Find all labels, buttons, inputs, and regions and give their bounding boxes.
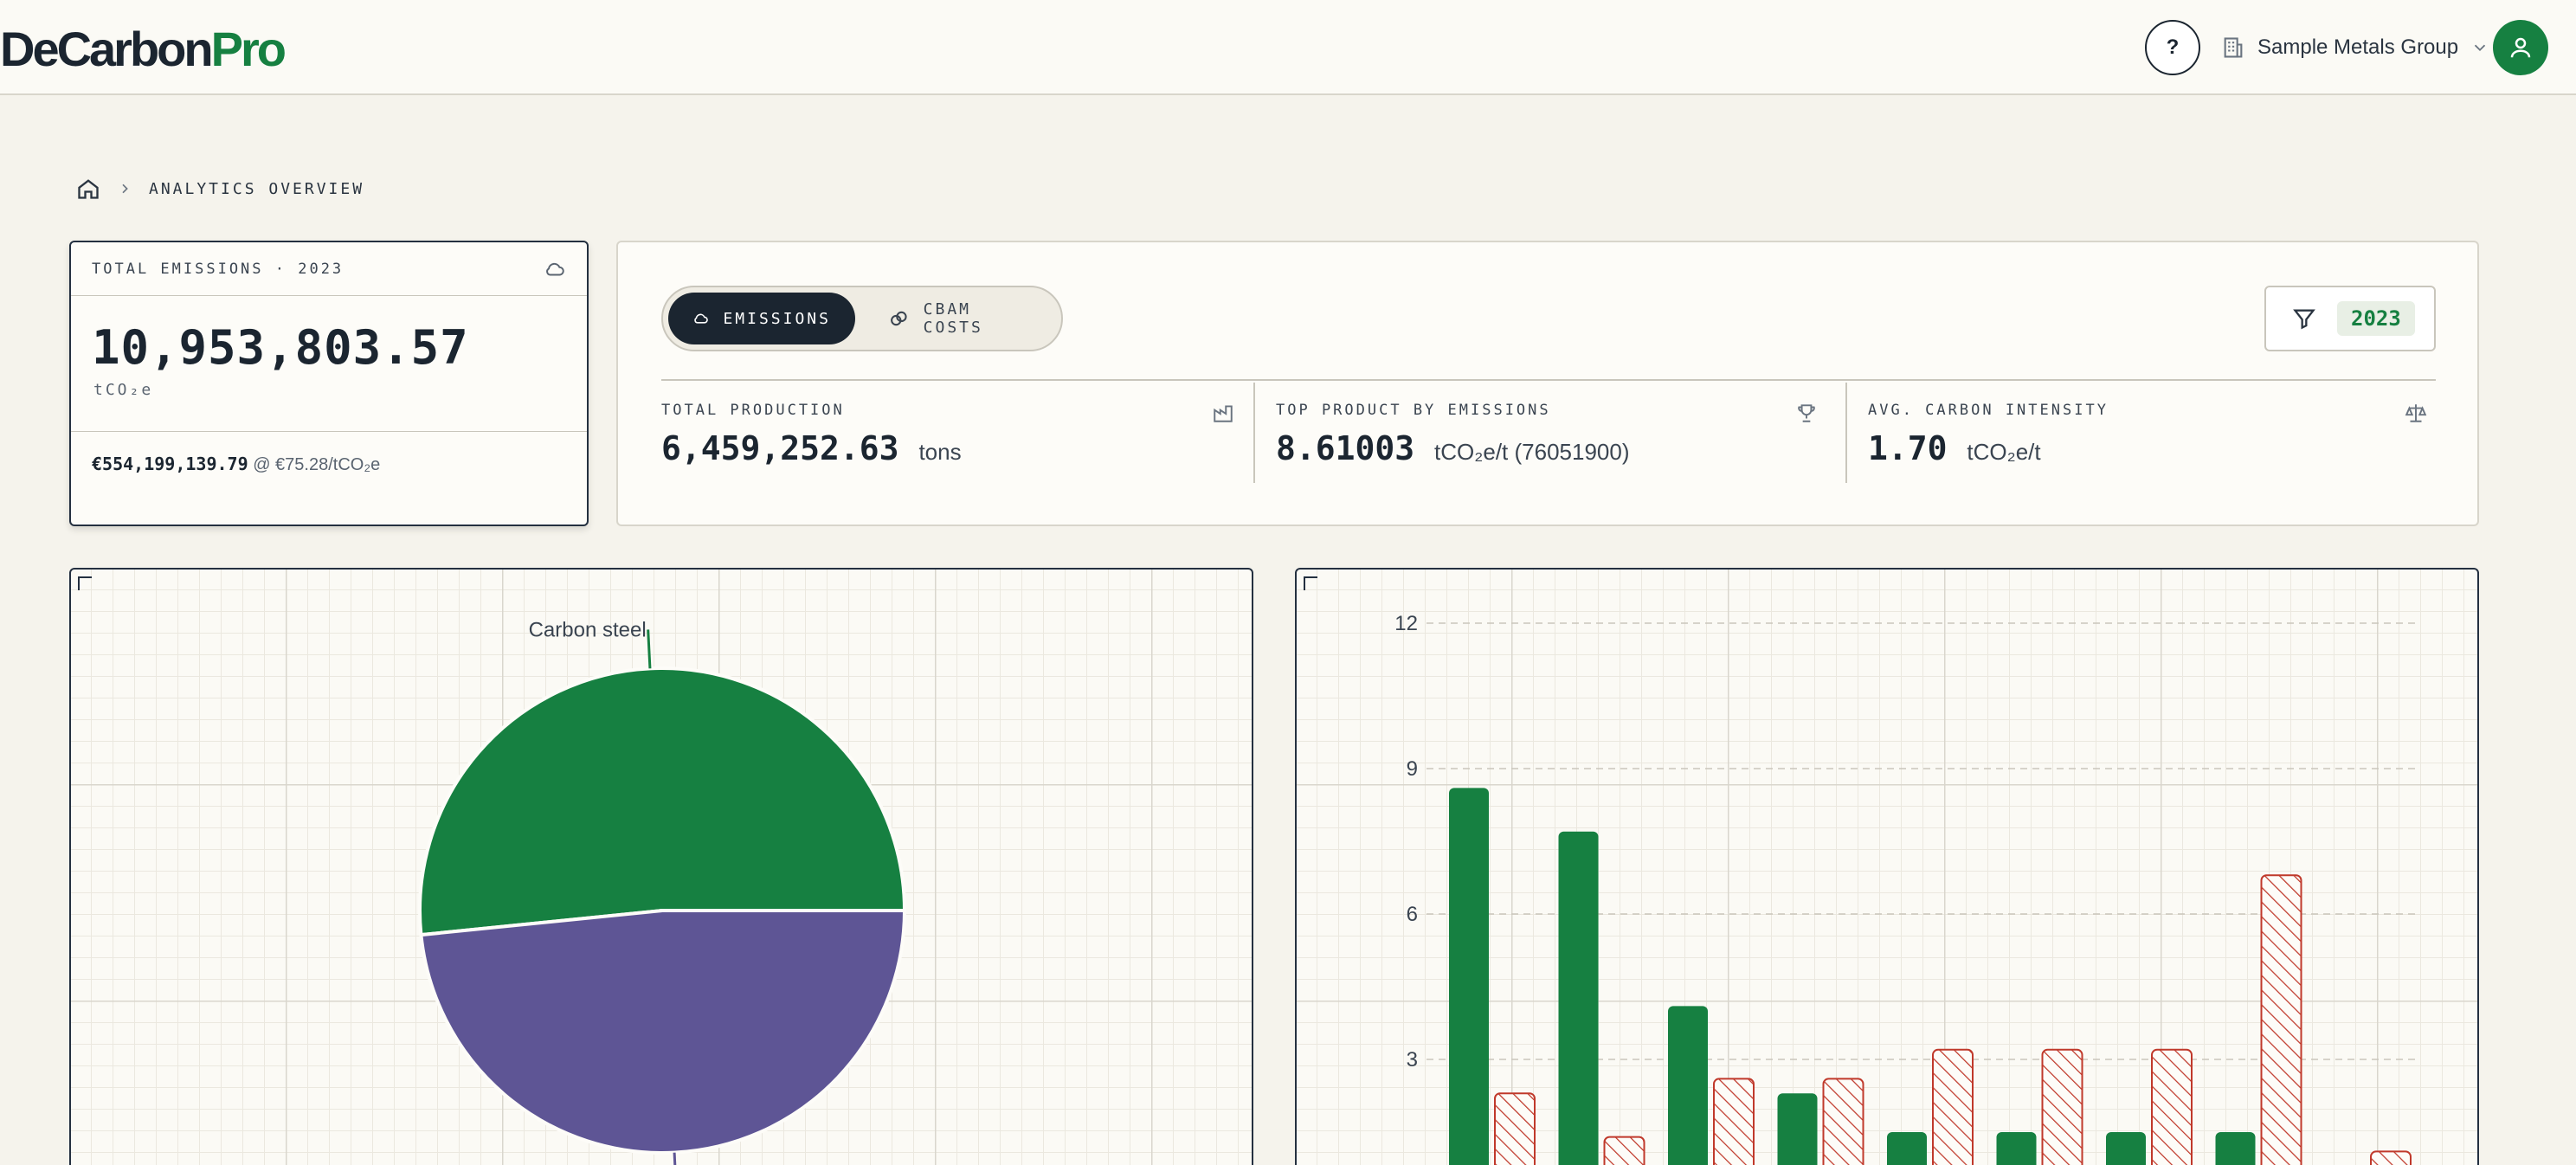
trophy-icon [1798, 404, 1815, 422]
emissions-tab[interactable]: EMISSIONS [668, 293, 855, 344]
building-icon [2224, 37, 2243, 58]
user-avatar[interactable] [2493, 20, 2548, 75]
bar-chart: 12 9 6 3 [1394, 612, 2417, 1165]
bar-solid[interactable] [1887, 1132, 1927, 1165]
pie-chart-panel: Carbon steel [69, 568, 1253, 1165]
year-filter-button[interactable]: 2023 [2264, 286, 2436, 351]
stat-value: 8.61003 tCO₂e/t (76051900) [1276, 429, 1630, 467]
pie-slice[interactable] [419, 909, 907, 1155]
cloud-icon [546, 262, 564, 275]
total-emissions-value: 10,953,803.57 [92, 320, 469, 375]
logo-accent-text: Pro [210, 22, 287, 76]
bar-hatched[interactable] [2370, 1150, 2412, 1165]
factory-icon [1214, 405, 1233, 422]
coins-icon [891, 311, 907, 326]
logo[interactable]: DeCarbonPro [0, 21, 287, 77]
bar-solid[interactable] [1558, 831, 1599, 1165]
y-tick-label: 12 [1394, 612, 1418, 635]
chevron-down-icon [2474, 44, 2486, 52]
scale-icon [2405, 404, 2427, 422]
emissions-tab-label: EMISSIONS [723, 309, 831, 328]
total-emissions-unit: tCO₂e [93, 381, 154, 399]
pie-slice[interactable] [418, 666, 907, 937]
bar-hatched[interactable] [1603, 1136, 1645, 1165]
stat-value: 1.70 tCO₂e/t [1868, 429, 2041, 467]
y-tick-label: 6 [1407, 903, 1418, 926]
bar-solid[interactable] [2106, 1132, 2146, 1165]
bar-hatched[interactable] [1713, 1078, 1755, 1165]
total-emissions-card: TOTAL EMISSIONS · 2023 10,953,803.57 tCO… [69, 241, 589, 526]
top-bar: DeCarbonPro ? Sample Metals Group [0, 0, 2576, 95]
pie-label-line [647, 629, 652, 669]
bar-solid[interactable] [1996, 1132, 2037, 1165]
pie-label-line [673, 1152, 677, 1165]
help-button[interactable]: ? [2145, 20, 2200, 75]
user-icon [2510, 37, 2531, 58]
stat-top-product: TOP PRODUCT BY EMISSIONS 8.61003 tCO₂e/t… [1276, 402, 1830, 485]
home-icon[interactable] [76, 177, 100, 201]
bar-hatched[interactable] [2151, 1048, 2193, 1165]
filter-icon [2293, 309, 2315, 330]
bar-hatched[interactable] [1494, 1092, 1536, 1165]
corner-marker [1304, 576, 1317, 590]
bar-solid[interactable] [1668, 1006, 1708, 1165]
cbam-costs-tab[interactable]: CBAM COSTS [864, 293, 1061, 344]
bar-hatched[interactable] [1932, 1048, 1974, 1165]
stat-label: TOP PRODUCT BY EMISSIONS [1276, 402, 1551, 419]
total-cost: €554,199,139.79 @ €75.28/tCO₂e [92, 454, 380, 475]
cloud-icon [694, 313, 708, 324]
pie-chart: Carbon steel [418, 618, 907, 1165]
metric-toggle: EMISSIONS CBAM COSTS [661, 286, 1063, 351]
bar-hatched[interactable] [2041, 1048, 2083, 1165]
cbam-costs-tab-label: CBAM COSTS [923, 300, 983, 337]
bar-hatched[interactable] [1822, 1078, 1864, 1165]
chevron-right-icon [122, 183, 128, 194]
stat-unit: tCO₂e/t [1967, 439, 2041, 465]
logo-main-text: DeCarbon [0, 22, 214, 76]
stat-unit: tCO₂e/t (76051900) [1434, 439, 1630, 465]
organization-selector[interactable]: Sample Metals Group [2221, 26, 2489, 69]
stat-label: TOTAL PRODUCTION [661, 402, 845, 419]
bar-solid[interactable] [2215, 1132, 2256, 1165]
total-cost-value: €554,199,139.79 [92, 454, 248, 474]
breadcrumb: ANALYTICS OVERVIEW [76, 177, 364, 201]
bar-hatched[interactable] [2260, 874, 2302, 1165]
stats-panel: EMISSIONS CBAM COSTS 2023 TOTAL PRODUCTI… [616, 241, 2479, 526]
y-tick-label: 3 [1407, 1048, 1418, 1072]
stat-unit: tons [918, 439, 962, 465]
stat-value: 6,459,252.63 tons [661, 429, 962, 467]
organization-name: Sample Metals Group [2257, 35, 2459, 59]
stat-label: AVG. CARBON INTENSITY [1868, 402, 2109, 419]
year-badge: 2023 [2337, 301, 2415, 336]
cost-rate: @ €75.28/tCO₂e [253, 455, 381, 474]
y-tick-label: 9 [1407, 757, 1418, 781]
stat-total-production: TOTAL PRODUCTION 6,459,252.63 tons [661, 402, 1233, 485]
stat-avg-intensity: AVG. CARBON INTENSITY 1.70 tCO₂e/t [1868, 402, 2439, 485]
bar-solid[interactable] [1449, 788, 1489, 1165]
bar-solid[interactable] [1777, 1093, 1818, 1165]
pie-slice-label: Carbon steel [529, 618, 647, 641]
bar-chart-panel: 12 9 6 3 [1295, 568, 2479, 1165]
corner-marker [78, 576, 92, 590]
breadcrumb-current: ANALYTICS OVERVIEW [149, 179, 365, 198]
total-emissions-title: TOTAL EMISSIONS · 2023 [92, 260, 345, 278]
